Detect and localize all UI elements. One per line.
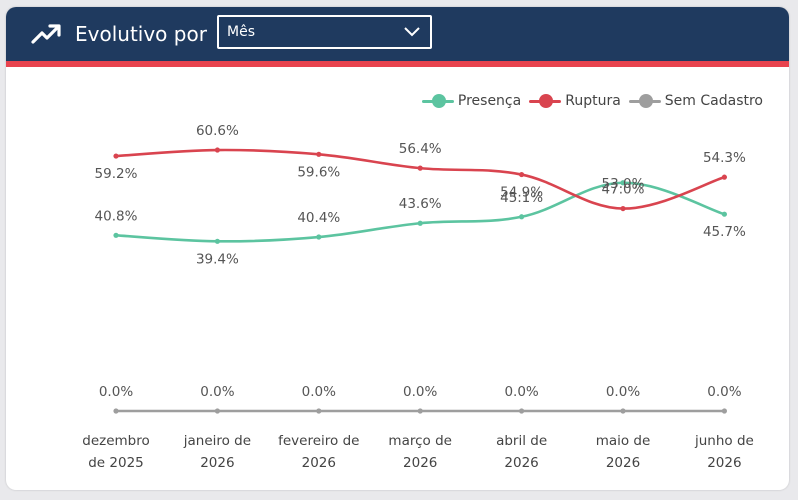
data-label-ruptura: 47.0% xyxy=(602,182,645,198)
data-point xyxy=(113,232,119,238)
x-tick-label: junho de xyxy=(694,433,754,449)
data-label-ruptura: 56.4% xyxy=(399,141,442,157)
period-dropdown-value: Mês xyxy=(227,24,255,40)
data-label-ruptura: 54.3% xyxy=(703,150,746,166)
legend-label: Sem Cadastro xyxy=(664,93,763,109)
chart-title: Evolutivo por xyxy=(75,22,207,46)
data-point xyxy=(721,408,728,414)
x-tick-label: dezembro xyxy=(82,433,150,449)
chart-legend: Presença Ruptura Sem Cadastro xyxy=(421,91,763,111)
data-label-sem-cadastro: 0.0% xyxy=(707,384,741,400)
data-point xyxy=(519,214,525,220)
data-point xyxy=(214,147,220,153)
x-tick-label: 2026 xyxy=(200,455,234,471)
data-point xyxy=(316,234,322,240)
data-point xyxy=(214,408,220,414)
data-point xyxy=(620,408,626,414)
legend-swatch xyxy=(529,94,562,108)
data-label-sem-cadastro: 0.0% xyxy=(200,384,234,400)
data-point xyxy=(113,408,119,414)
x-tick-label: fevereiro de xyxy=(278,433,359,449)
data-label-presenca: 45.7% xyxy=(703,224,746,240)
data-point xyxy=(620,205,626,212)
x-tick-label: 2026 xyxy=(302,455,336,471)
data-point xyxy=(214,238,220,244)
data-label-ruptura: 60.6% xyxy=(196,123,239,139)
line-chart: 59.2% 40.8% 0.0% dezembro de 2025 60.6% 39.4% 0… xyxy=(82,123,754,471)
x-tick-label: janeiro de xyxy=(183,433,251,449)
data-label-sem-cadastro: 0.0% xyxy=(99,384,133,400)
data-label-presenca: 43.6% xyxy=(399,196,442,212)
data-point xyxy=(519,171,525,178)
data-point xyxy=(417,408,423,414)
data-point xyxy=(316,408,322,414)
legend-item-1[interactable]: Ruptura xyxy=(529,93,621,109)
x-tick-label: maio de xyxy=(596,433,651,449)
legend-label: Ruptura xyxy=(565,93,621,109)
legend-item-0[interactable]: Presença xyxy=(421,93,522,109)
data-point xyxy=(417,220,423,226)
data-label-ruptura: 59.6% xyxy=(297,164,340,180)
data-label-presenca: 40.4% xyxy=(297,210,340,226)
data-label-sem-cadastro: 0.0% xyxy=(606,384,640,400)
header-accent-stripe xyxy=(6,61,789,67)
card-header: Evolutivo por Mês xyxy=(6,7,789,61)
data-label-ruptura: 59.2% xyxy=(95,166,138,182)
x-tick-label: março de xyxy=(388,433,452,449)
x-tick-label: de 2025 xyxy=(88,455,144,471)
legend-label: Presença xyxy=(457,93,522,109)
legend-swatch xyxy=(421,94,454,108)
data-point xyxy=(113,153,119,159)
x-tick-label: 2026 xyxy=(403,455,437,471)
x-tick-label: 2026 xyxy=(504,455,538,471)
x-tick-label: 2026 xyxy=(707,455,741,471)
legend-swatch xyxy=(628,94,661,108)
chart-card: Evolutivo por Mês Presença Ruptura Sem Cad… xyxy=(6,7,789,490)
data-point xyxy=(721,211,728,217)
data-label-sem-cadastro: 0.0% xyxy=(504,384,538,400)
data-point xyxy=(721,174,728,180)
data-point xyxy=(519,408,525,414)
data-point xyxy=(620,180,626,186)
data-point xyxy=(316,151,322,157)
data-label-presenca: 45.1% xyxy=(500,190,543,206)
data-label-presenca: 53.0% xyxy=(602,176,645,192)
data-label-presenca: 40.8% xyxy=(95,208,138,224)
legend-item-2[interactable]: Sem Cadastro xyxy=(628,93,763,109)
trending-up-icon xyxy=(31,24,61,44)
chevron-down-icon xyxy=(404,27,420,37)
data-label-sem-cadastro: 0.0% xyxy=(403,384,437,400)
data-label-ruptura: 54.9% xyxy=(500,185,543,201)
data-point xyxy=(417,165,423,171)
x-tick-label: abril de xyxy=(496,433,547,449)
period-dropdown[interactable]: Mês xyxy=(217,15,432,49)
x-tick-label: 2026 xyxy=(606,455,640,471)
data-label-presenca: 39.4% xyxy=(196,251,239,267)
data-label-sem-cadastro: 0.0% xyxy=(302,384,336,400)
